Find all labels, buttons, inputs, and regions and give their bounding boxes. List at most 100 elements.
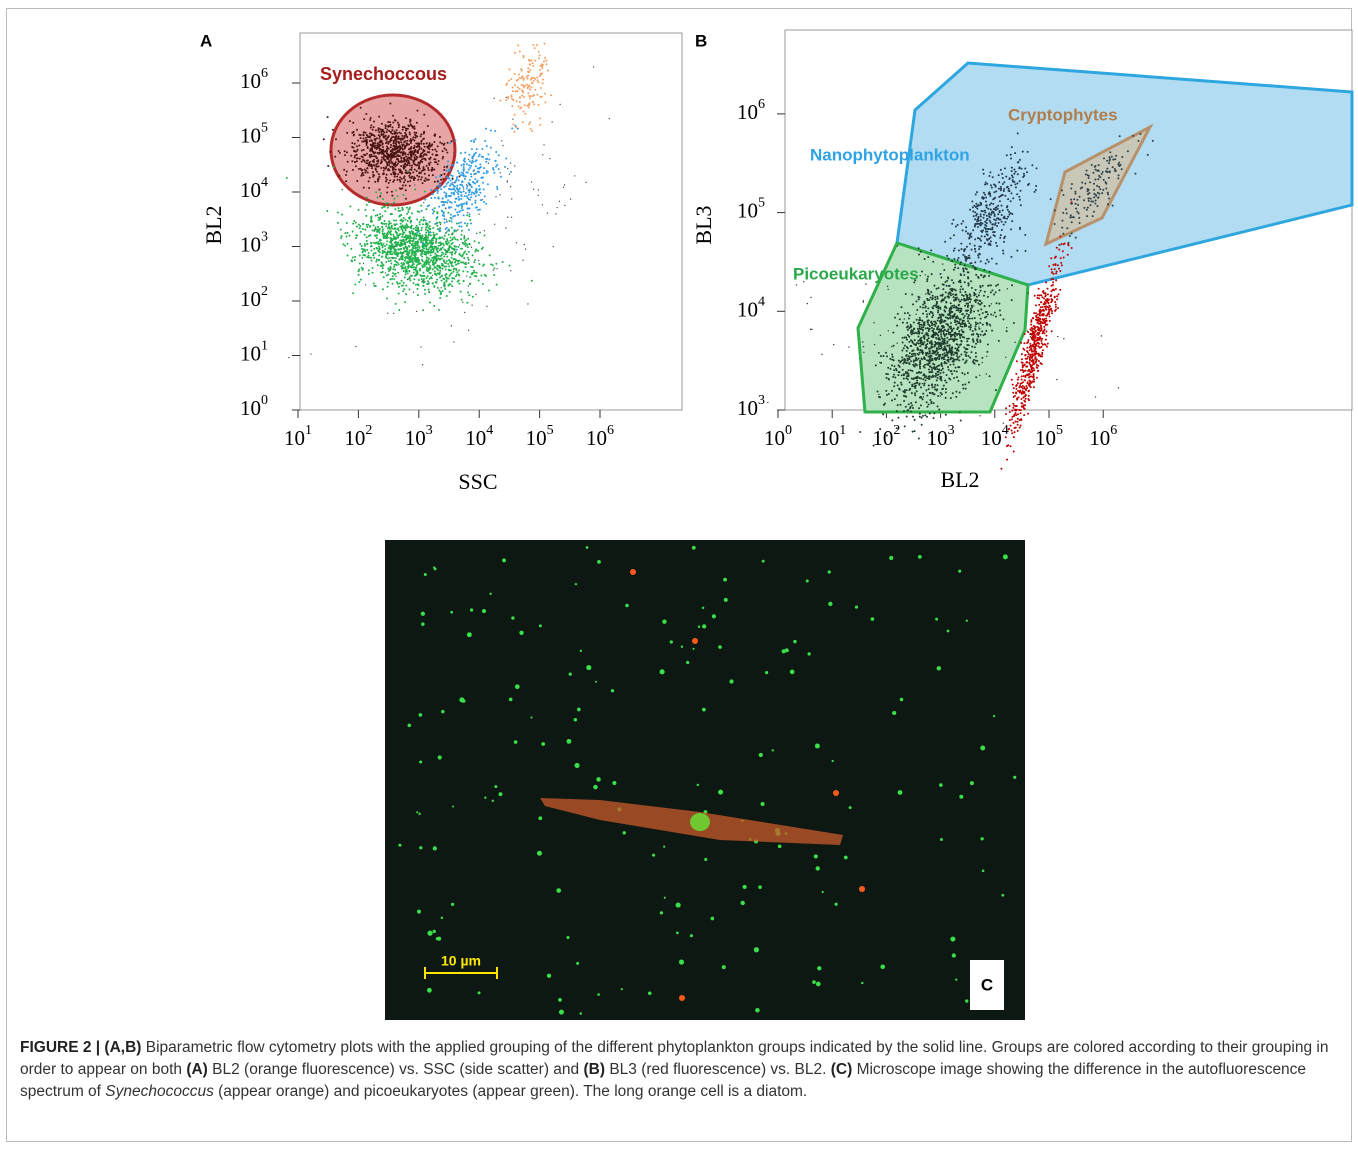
dot xyxy=(1016,182,1019,185)
dot xyxy=(539,96,542,99)
dot xyxy=(402,239,405,242)
dot xyxy=(467,189,470,192)
dot xyxy=(987,260,990,263)
dot xyxy=(443,221,446,224)
dot xyxy=(475,293,477,296)
dot xyxy=(382,148,385,151)
dot xyxy=(1061,250,1064,253)
dot xyxy=(400,279,403,282)
dot xyxy=(457,262,460,265)
dot xyxy=(375,163,378,166)
dot xyxy=(436,163,439,166)
dot xyxy=(410,244,413,247)
dot xyxy=(954,266,957,269)
dot xyxy=(1093,165,1096,168)
dot xyxy=(392,135,395,138)
dot xyxy=(926,359,929,362)
dot xyxy=(443,265,446,268)
dot xyxy=(397,173,400,176)
dot xyxy=(446,277,449,280)
dot xyxy=(351,230,354,233)
dot xyxy=(386,231,389,234)
dot xyxy=(467,193,470,196)
dot xyxy=(974,321,977,324)
dot xyxy=(387,142,390,145)
dot xyxy=(486,305,488,308)
dot xyxy=(378,115,381,118)
dot xyxy=(885,372,888,375)
dot xyxy=(405,160,408,163)
dot xyxy=(392,256,395,259)
dot xyxy=(430,259,433,262)
dot xyxy=(990,313,993,316)
dot xyxy=(954,263,957,266)
dot xyxy=(393,132,396,135)
dot xyxy=(389,267,392,270)
dot xyxy=(409,150,412,153)
dot xyxy=(905,415,908,418)
dot xyxy=(967,232,970,235)
dot xyxy=(423,218,426,221)
dot xyxy=(961,288,964,291)
dot xyxy=(1024,233,1027,236)
dot xyxy=(997,339,1000,342)
dot xyxy=(956,347,959,350)
dot xyxy=(400,147,403,150)
dot xyxy=(977,215,980,218)
dot xyxy=(397,168,400,171)
dot xyxy=(404,265,407,268)
dot xyxy=(415,164,418,167)
dot xyxy=(955,309,958,312)
dot xyxy=(953,258,956,261)
dot xyxy=(380,222,383,225)
dot xyxy=(393,278,396,281)
dot xyxy=(938,357,941,360)
dot xyxy=(371,229,374,232)
dot xyxy=(910,377,913,380)
dot xyxy=(374,167,377,170)
dot xyxy=(362,222,365,225)
dot xyxy=(467,158,470,161)
dot xyxy=(930,340,933,343)
dot xyxy=(444,262,447,265)
dot xyxy=(1119,163,1122,166)
dot xyxy=(440,188,443,191)
dot xyxy=(986,295,989,298)
dot xyxy=(466,214,469,217)
dot xyxy=(449,213,452,216)
dot xyxy=(451,265,454,268)
dot xyxy=(439,229,442,232)
dot xyxy=(544,56,547,59)
dot xyxy=(997,217,1000,220)
dot xyxy=(1031,164,1034,167)
dot xyxy=(413,157,416,160)
dot xyxy=(955,333,958,336)
dot xyxy=(949,292,952,295)
dot xyxy=(433,141,436,144)
dot xyxy=(386,153,389,156)
dot xyxy=(1026,171,1029,174)
dot xyxy=(540,63,543,66)
dot xyxy=(450,226,453,229)
dot xyxy=(345,221,348,224)
dot xyxy=(410,255,413,258)
dot xyxy=(983,209,986,212)
dot xyxy=(1086,206,1089,209)
dot xyxy=(986,258,989,261)
dot xyxy=(408,206,411,209)
dot xyxy=(413,234,416,237)
dot xyxy=(366,159,369,162)
dot xyxy=(406,246,409,249)
dot xyxy=(939,372,942,375)
dot xyxy=(528,84,531,87)
dot xyxy=(981,323,984,326)
dot xyxy=(510,78,513,81)
dot xyxy=(421,250,424,253)
dot xyxy=(408,277,411,280)
dot xyxy=(482,263,485,266)
dot xyxy=(473,192,476,195)
dot xyxy=(360,160,363,163)
dot xyxy=(428,204,431,207)
dot xyxy=(412,153,415,156)
dot xyxy=(391,126,394,129)
